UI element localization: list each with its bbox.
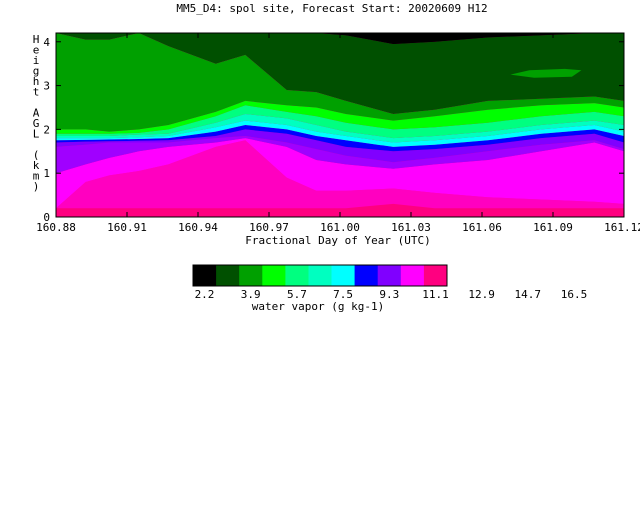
y-tick-label: 3 <box>43 80 50 93</box>
colorbar-tick-label: 9.3 <box>379 288 399 301</box>
colorbar-tick-label: 16.5 <box>561 288 588 301</box>
x-axis-ticks: 160.88 160.91 160.94 160.97 161.00 161.03 161.… <box>36 33 640 234</box>
y-tick-label: 2 <box>43 123 50 136</box>
y-label-char: g <box>33 65 40 78</box>
x-axis-label: Fractional Day of Year (UTC) <box>245 234 430 247</box>
x-tick-label: 161.03 <box>391 221 431 234</box>
contour-band-9 <box>56 33 624 132</box>
contour-band-5 <box>56 120 624 147</box>
colorbar-tick-label: 7.5 <box>333 288 353 301</box>
y-label-char: k <box>33 159 40 172</box>
colorbar-swatch <box>354 265 379 286</box>
colorbar-tick-label: 5.7 <box>287 288 307 301</box>
colorbar-swatch <box>193 265 217 286</box>
x-tick-label: 161.12 <box>604 221 640 234</box>
y-label-char: h <box>33 75 40 88</box>
contour-band-3 <box>56 129 624 163</box>
y-tick-label: 4 <box>43 36 50 49</box>
y-label-char: A <box>33 107 40 120</box>
colorbar-swatch <box>423 265 448 286</box>
y-tick-label: 0 <box>43 211 50 224</box>
chart-title: MM5_D4: spol site, Forecast Start: 20020… <box>176 2 487 15</box>
contour-islands <box>510 68 582 78</box>
y-label-char: G <box>33 117 40 130</box>
x-tick-label: 160.88 <box>36 221 76 234</box>
y-label-char: H <box>33 33 40 46</box>
colorbar-frame <box>192 264 448 287</box>
contour-band-0 <box>56 140 624 209</box>
x-tick-label: 160.97 <box>249 221 289 234</box>
x-tick-label: 160.91 <box>107 221 147 234</box>
contour-band-8 <box>56 100 624 134</box>
contour-band-2 <box>56 136 624 174</box>
contour-band-6 <box>56 114 624 143</box>
colorbar-swatch <box>308 265 333 286</box>
x-tick-label: 161.09 <box>533 221 573 234</box>
y-label-char: t <box>33 86 40 99</box>
y-tick-label: 1 <box>43 167 50 180</box>
colorbar-swatch <box>285 265 309 286</box>
y-label-char: ) <box>33 180 40 193</box>
colorbar-swatch <box>331 265 356 286</box>
contour-band-4 <box>56 125 624 152</box>
x-tick-label: 160.94 <box>178 221 218 234</box>
colorbar-tick-label: 2.2 <box>195 288 215 301</box>
y-label-char: e <box>33 44 40 57</box>
y-label-char: L <box>33 128 40 141</box>
colorbar-tick-label: 12.9 <box>468 288 495 301</box>
colorbar-swatch <box>239 265 263 286</box>
colorbar-tick-label: 14.7 <box>515 288 542 301</box>
colorbar-swatch <box>262 265 286 286</box>
y-label-char: i <box>33 54 40 67</box>
colorbar-tick-label: 3.9 <box>241 288 261 301</box>
colorbar-swatch <box>377 265 402 286</box>
colorbar: 2.2 3.9 5.7 7.5 9.3 11.1 12.9 14.7 16.5 <box>192 264 588 301</box>
colorbar-swatch <box>216 265 240 286</box>
x-tick-label: 161.00 <box>320 221 360 234</box>
y-label-char: ( <box>33 149 40 162</box>
x-tick-label: 161.06 <box>462 221 502 234</box>
y-label-char: m <box>33 170 40 183</box>
colorbar-swatch <box>400 265 425 286</box>
colorbar-label: water vapor (g kg-1) <box>252 300 384 313</box>
contour-band-10 <box>56 33 624 114</box>
y-axis-ticks: 0 1 2 3 4 <box>43 36 624 224</box>
colorbar-tick-label: 11.1 <box>422 288 449 301</box>
contour-island-0 <box>510 68 582 78</box>
contour-band-1 <box>56 138 624 209</box>
contour-band-7 <box>56 105 624 139</box>
contour-bands <box>56 33 624 217</box>
